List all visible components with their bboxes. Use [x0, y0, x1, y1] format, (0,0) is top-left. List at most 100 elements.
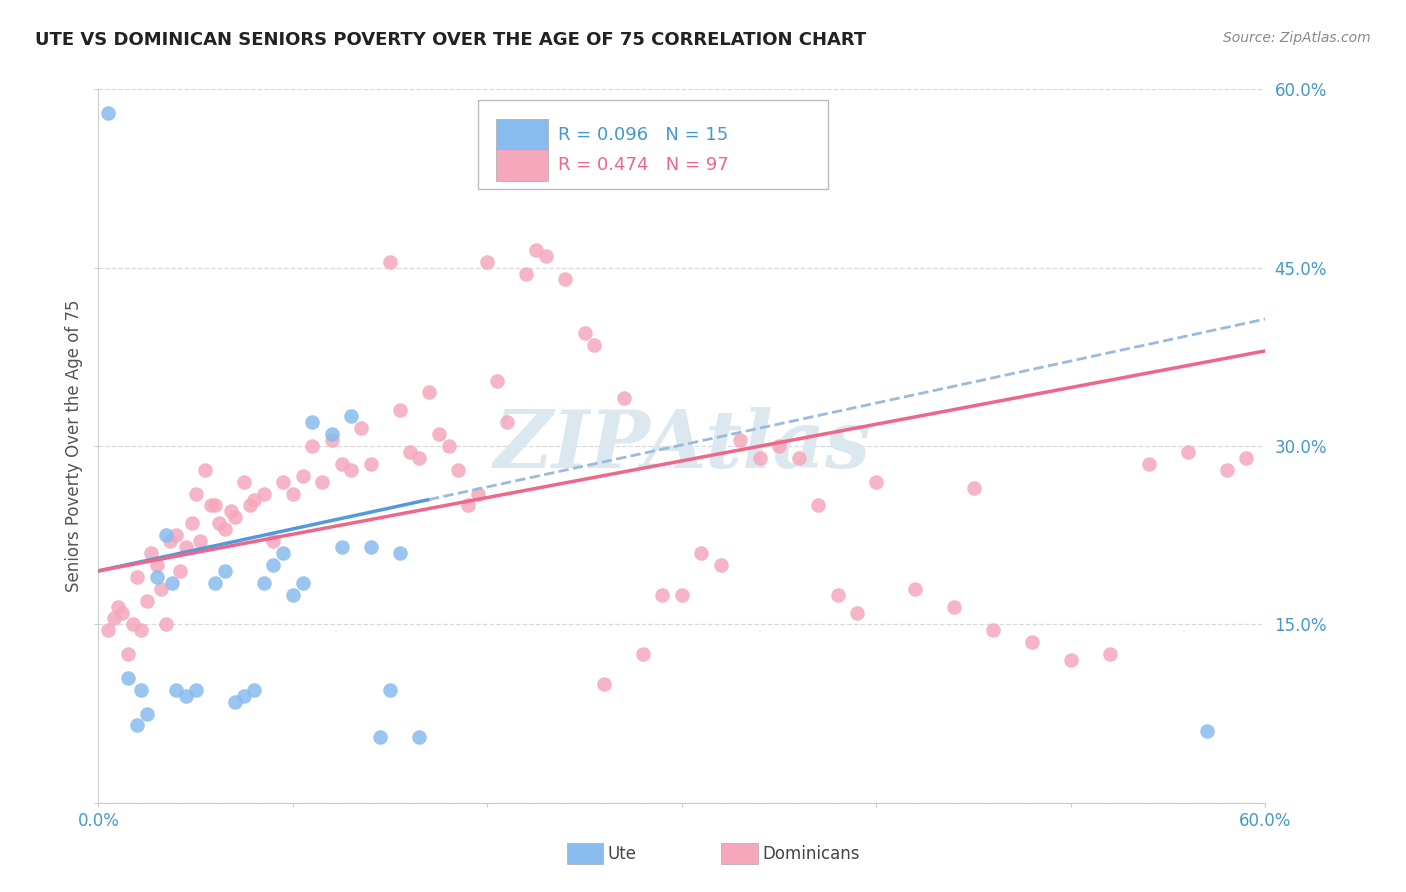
Point	[188, 534, 211, 549]
Text: Source: ZipAtlas.com: Source: ZipAtlas.com	[1223, 31, 1371, 45]
Point	[1137, 457, 1160, 471]
Point	[1195, 724, 1218, 739]
Point	[174, 689, 197, 703]
Point	[97, 624, 120, 638]
Text: R = 0.474   N = 97: R = 0.474 N = 97	[558, 156, 728, 174]
Point	[340, 463, 363, 477]
Point	[437, 439, 460, 453]
Point	[184, 486, 207, 500]
Point	[184, 682, 207, 697]
Point	[214, 564, 236, 578]
Text: UTE VS DOMINICAN SENIORS POVERTY OVER THE AGE OF 75 CORRELATION CHART: UTE VS DOMINICAN SENIORS POVERTY OVER TH…	[35, 31, 866, 49]
Point	[1021, 635, 1043, 649]
Point	[281, 588, 304, 602]
Point	[768, 439, 790, 453]
Point	[846, 606, 869, 620]
Point	[301, 439, 323, 453]
Point	[321, 427, 343, 442]
Point	[1215, 463, 1237, 477]
Point	[962, 481, 984, 495]
Point	[311, 475, 333, 489]
Point	[180, 516, 202, 531]
Point	[169, 564, 191, 578]
Point	[103, 611, 125, 625]
Point	[224, 695, 246, 709]
Point	[613, 392, 636, 406]
Point	[271, 475, 294, 489]
Point	[149, 582, 172, 596]
Point	[129, 624, 152, 638]
Point	[224, 510, 246, 524]
Point	[321, 433, 343, 447]
Point	[360, 457, 382, 471]
Point	[127, 718, 149, 732]
Point	[174, 540, 197, 554]
Point	[515, 267, 537, 281]
FancyBboxPatch shape	[496, 119, 548, 151]
Point	[330, 540, 353, 554]
Point	[380, 254, 402, 268]
Point	[593, 677, 616, 691]
Point	[651, 588, 673, 602]
Point	[710, 558, 733, 572]
Point	[200, 499, 222, 513]
Point	[127, 570, 149, 584]
Text: R = 0.096   N = 15: R = 0.096 N = 15	[558, 126, 728, 144]
Point	[330, 457, 353, 471]
Point	[165, 528, 187, 542]
Point	[447, 463, 470, 477]
Point	[271, 546, 294, 560]
Point	[380, 682, 402, 697]
Point	[146, 558, 169, 572]
Point	[301, 415, 323, 429]
Point	[139, 546, 162, 560]
Point	[748, 450, 770, 465]
Text: ZIPAtlas: ZIPAtlas	[494, 408, 870, 484]
Point	[122, 617, 145, 632]
Point	[146, 570, 169, 584]
Point	[262, 534, 284, 549]
Text: Dominicans: Dominicans	[762, 845, 859, 863]
Point	[360, 540, 382, 554]
Point	[350, 421, 373, 435]
Point	[239, 499, 262, 513]
Point	[370, 731, 392, 745]
Point	[486, 374, 509, 388]
Point	[865, 475, 887, 489]
Point	[467, 486, 489, 500]
Point	[398, 445, 420, 459]
Point	[477, 254, 499, 268]
Point	[97, 106, 120, 120]
Point	[943, 599, 966, 614]
Point	[807, 499, 830, 513]
FancyBboxPatch shape	[496, 149, 548, 181]
Point	[631, 647, 654, 661]
Point	[1060, 653, 1083, 667]
Point	[427, 427, 450, 442]
Point	[1177, 445, 1199, 459]
Point	[243, 682, 266, 697]
Point	[524, 243, 547, 257]
Point	[904, 582, 927, 596]
Point	[671, 588, 693, 602]
Point	[408, 731, 430, 745]
Point	[408, 450, 430, 465]
Point	[117, 671, 139, 685]
Point	[1234, 450, 1257, 465]
Point	[253, 575, 276, 590]
Point	[233, 475, 256, 489]
Point	[787, 450, 810, 465]
Point	[219, 504, 242, 518]
Point	[291, 468, 314, 483]
Point	[457, 499, 479, 513]
Point	[194, 463, 217, 477]
Point	[981, 624, 1004, 638]
Point	[418, 385, 440, 400]
Point	[111, 606, 134, 620]
Point	[129, 682, 152, 697]
Point	[243, 492, 266, 507]
Point	[690, 546, 713, 560]
Point	[574, 326, 596, 340]
Point	[388, 546, 411, 560]
Point	[262, 558, 284, 572]
